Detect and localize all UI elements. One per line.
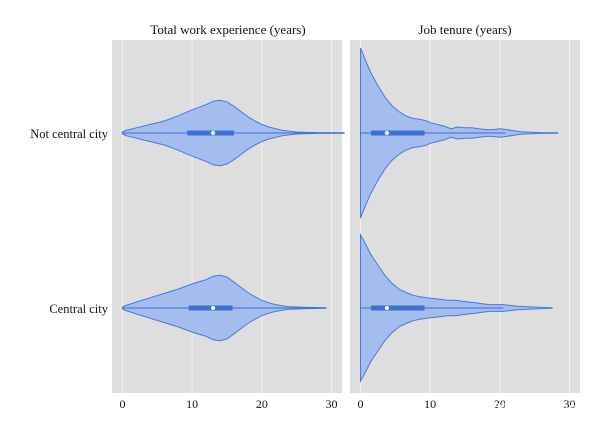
tick-label-20: 20	[256, 397, 268, 411]
tick-label-20: 20	[494, 397, 506, 411]
panel-background	[112, 40, 342, 393]
median-dot-1	[211, 306, 216, 310]
iqr-box-0	[187, 130, 234, 136]
panel-0: 0 10 20 30	[112, 40, 345, 411]
watermark: 知乎 @Mr Figurant	[457, 400, 584, 417]
tick-label-0: 0	[119, 397, 125, 411]
tick-label-10: 10	[424, 397, 436, 411]
row-label-not-central-city: Not central city	[30, 127, 108, 141]
median-dot-0	[211, 131, 216, 135]
panels-layer: 0 10 20 30 0 10 20 30	[112, 40, 580, 411]
panel-title-job-tenure: Job tenure (years)	[418, 22, 511, 37]
row-label-central-city: Central city	[49, 302, 108, 316]
iqr-box-1	[188, 305, 233, 311]
iqr-box-0	[370, 130, 425, 136]
median-dot-1	[384, 306, 389, 310]
panel-1: 0 10 20 30	[350, 40, 580, 411]
median-dot-0	[384, 131, 389, 135]
panel-title-total-experience: Total work experience (years)	[150, 22, 305, 37]
tick-label-0: 0	[357, 397, 363, 411]
tick-label-30: 30	[564, 397, 576, 411]
iqr-box-1	[370, 305, 425, 311]
tick-label-30: 30	[326, 397, 338, 411]
tick-label-10: 10	[186, 397, 198, 411]
